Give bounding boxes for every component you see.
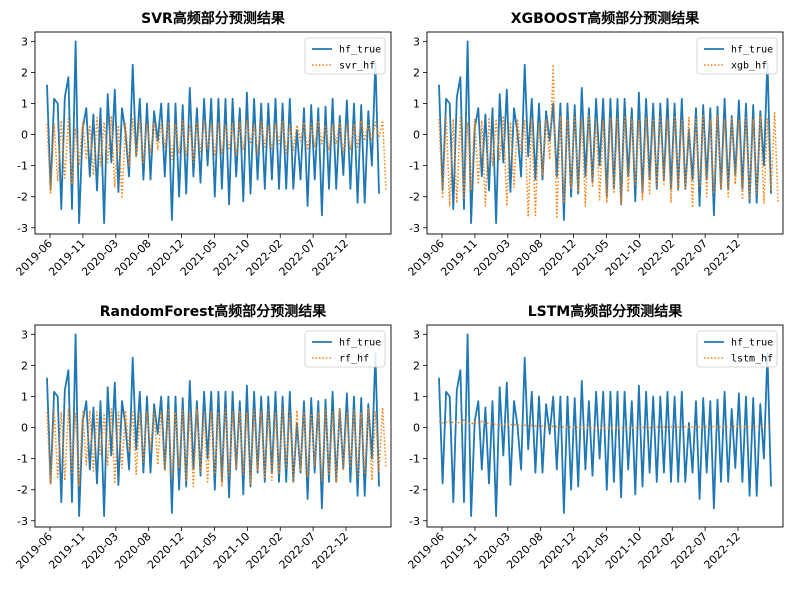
y-tick-label: 1 xyxy=(21,390,28,403)
y-tick-label: -2 xyxy=(17,191,28,204)
x-tick-label: 2022-12 xyxy=(701,237,743,279)
legend-box xyxy=(304,37,386,75)
legend-label: rf_hf xyxy=(339,354,369,365)
plot-frame xyxy=(426,31,784,235)
legend-label: hf_true xyxy=(731,45,773,56)
chart-title: SVR高频部分预测结果 xyxy=(141,10,286,27)
legend-label: hf_true xyxy=(731,338,773,349)
y-tick-label: -1 xyxy=(17,453,28,466)
legend-box xyxy=(696,330,778,368)
y-tick-label: -3 xyxy=(409,222,420,235)
legend-label: xgb_hf xyxy=(731,61,767,72)
x-tick-label: 2022-12 xyxy=(309,237,351,279)
legend-label: hf_true xyxy=(339,45,381,56)
legend: hf_true lstm_hf xyxy=(696,330,778,368)
y-tick-label: 1 xyxy=(413,390,420,403)
y-tick-label: 0 xyxy=(21,422,28,435)
y-tick-label: 2 xyxy=(21,66,28,79)
legend-label: lstm_hf xyxy=(731,354,773,365)
subplot-4: LSTM高频部分预测结果-3-2-101232019-062019-112020… xyxy=(405,303,784,572)
legend-label: hf_true xyxy=(339,338,381,349)
y-tick-label: -1 xyxy=(409,453,420,466)
y-tick-label: 3 xyxy=(413,35,420,48)
y-tick-label: 3 xyxy=(21,35,28,48)
y-tick-label: -3 xyxy=(17,515,28,528)
y-tick-label: -2 xyxy=(409,484,420,497)
series-rf-hf xyxy=(46,406,387,488)
y-tick-label: 0 xyxy=(21,129,28,142)
y-tick-label: -1 xyxy=(17,160,28,173)
y-tick-label: 2 xyxy=(413,359,420,372)
x-tick-label: 2022-12 xyxy=(701,530,743,572)
subplot-2: XGBOOST高频部分预测结果-3-2-101232019-062019-112… xyxy=(405,10,784,279)
plot-frame xyxy=(34,31,392,235)
legend: hf_true xgb_hf xyxy=(696,37,778,75)
chart-title: LSTM高频部分预测结果 xyxy=(528,303,683,320)
series-lstm-hf xyxy=(438,419,772,429)
y-tick-label: 0 xyxy=(413,129,420,142)
y-tick-label: 3 xyxy=(21,328,28,341)
legend-box xyxy=(696,37,778,75)
legend-label: svr_hf xyxy=(339,61,375,72)
series-svr-hf xyxy=(46,115,387,200)
legend: hf_true rf_hf xyxy=(304,330,386,368)
subplot-3: RandomForest高频部分预测结果-3-2-101232019-06201… xyxy=(13,303,392,572)
chart-title: RandomForest高频部分预测结果 xyxy=(100,303,327,320)
y-tick-label: -2 xyxy=(17,484,28,497)
subplot-1: SVR高频部分预测结果-3-2-101232019-062019-112020-… xyxy=(13,10,392,279)
legend-box xyxy=(304,330,386,368)
plot-frame xyxy=(426,324,784,528)
y-tick-label: 1 xyxy=(21,97,28,110)
y-tick-label: 3 xyxy=(413,328,420,341)
legend: hf_true svr_hf xyxy=(304,37,386,75)
y-tick-label: 2 xyxy=(413,66,420,79)
y-tick-label: -1 xyxy=(409,160,420,173)
y-tick-label: -2 xyxy=(409,191,420,204)
series-xgb-hf xyxy=(438,63,779,220)
x-tick-label: 2022-12 xyxy=(309,530,351,572)
y-tick-label: 1 xyxy=(413,97,420,110)
y-tick-label: 0 xyxy=(413,422,420,435)
y-tick-label: -3 xyxy=(17,222,28,235)
series-hf-true xyxy=(438,333,772,517)
y-tick-label: -3 xyxy=(409,515,420,528)
chart-title: XGBOOST高频部分预测结果 xyxy=(511,10,700,27)
series-hf-true xyxy=(46,40,380,225)
plot-frame xyxy=(34,324,392,528)
y-tick-label: 2 xyxy=(21,359,28,372)
